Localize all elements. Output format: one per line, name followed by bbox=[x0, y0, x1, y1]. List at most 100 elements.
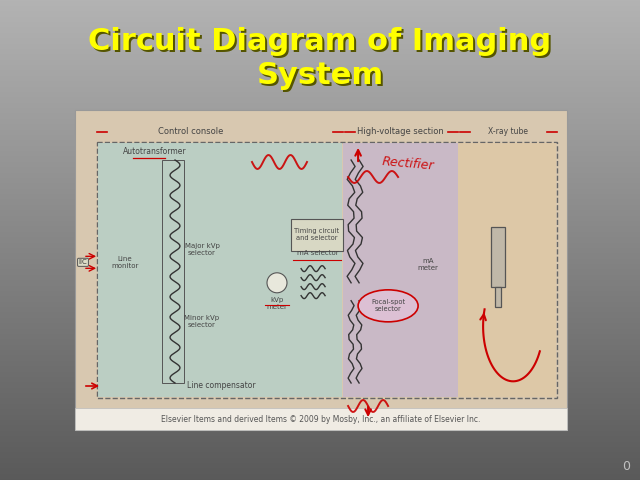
Bar bbox=[0, 89, 640, 90]
Bar bbox=[0, 338, 640, 339]
Bar bbox=[0, 427, 640, 428]
Bar bbox=[0, 93, 640, 94]
Bar bbox=[0, 231, 640, 232]
Bar bbox=[0, 36, 640, 37]
Bar bbox=[0, 348, 640, 349]
Bar bbox=[0, 101, 640, 102]
Bar bbox=[0, 330, 640, 331]
Bar bbox=[0, 447, 640, 448]
Bar bbox=[0, 394, 640, 395]
Bar bbox=[0, 352, 640, 353]
Bar bbox=[0, 237, 640, 238]
Bar bbox=[0, 248, 640, 249]
Bar bbox=[0, 349, 640, 350]
Bar bbox=[0, 95, 640, 96]
Bar bbox=[0, 17, 640, 18]
Bar bbox=[0, 287, 640, 288]
Bar bbox=[0, 410, 640, 411]
Bar bbox=[0, 365, 640, 366]
Bar bbox=[0, 478, 640, 479]
Bar bbox=[0, 98, 640, 99]
Bar bbox=[0, 50, 640, 51]
Bar bbox=[0, 179, 640, 180]
Bar bbox=[0, 67, 640, 68]
Bar bbox=[0, 423, 640, 424]
Bar bbox=[0, 14, 640, 15]
Bar bbox=[0, 70, 640, 71]
Bar bbox=[0, 432, 640, 433]
Bar bbox=[0, 306, 640, 307]
Bar bbox=[0, 401, 640, 402]
Bar bbox=[0, 390, 640, 391]
Bar bbox=[0, 302, 640, 303]
Bar bbox=[0, 238, 640, 239]
Bar bbox=[0, 270, 640, 271]
Bar bbox=[0, 399, 640, 400]
Bar bbox=[0, 48, 640, 49]
Bar bbox=[0, 134, 640, 135]
Bar bbox=[458, 143, 556, 397]
Bar bbox=[0, 265, 640, 266]
Bar bbox=[0, 459, 640, 460]
Bar bbox=[0, 208, 640, 209]
Bar bbox=[0, 322, 640, 323]
Bar bbox=[0, 76, 640, 77]
Bar bbox=[0, 362, 640, 363]
Bar bbox=[0, 75, 640, 76]
Bar bbox=[0, 305, 640, 306]
Bar bbox=[0, 376, 640, 377]
Bar bbox=[0, 13, 640, 14]
Bar bbox=[0, 119, 640, 120]
Bar bbox=[0, 24, 640, 25]
Bar bbox=[0, 373, 640, 374]
Bar bbox=[0, 329, 640, 330]
Bar bbox=[0, 64, 640, 65]
Bar bbox=[0, 477, 640, 478]
Bar bbox=[0, 310, 640, 311]
Bar bbox=[0, 454, 640, 455]
Text: Rectifier: Rectifier bbox=[381, 156, 435, 173]
Bar bbox=[0, 210, 640, 211]
Bar bbox=[0, 372, 640, 373]
Bar bbox=[0, 405, 640, 406]
Bar bbox=[0, 38, 640, 39]
Bar bbox=[0, 60, 640, 61]
Bar bbox=[0, 182, 640, 183]
Bar bbox=[0, 467, 640, 468]
Bar bbox=[0, 402, 640, 403]
Bar bbox=[0, 227, 640, 228]
Bar bbox=[0, 253, 640, 254]
Text: Line
monitor: Line monitor bbox=[111, 256, 139, 269]
Bar bbox=[0, 453, 640, 454]
Bar bbox=[0, 122, 640, 123]
Bar bbox=[495, 287, 500, 307]
Bar bbox=[0, 187, 640, 188]
Bar bbox=[0, 279, 640, 280]
Bar bbox=[0, 368, 640, 369]
Bar bbox=[0, 9, 640, 10]
Bar bbox=[0, 170, 640, 171]
Bar bbox=[0, 205, 640, 206]
Bar bbox=[0, 280, 640, 281]
Bar bbox=[0, 388, 640, 389]
Bar bbox=[0, 27, 640, 28]
Bar bbox=[0, 74, 640, 75]
Bar bbox=[0, 442, 640, 443]
Bar bbox=[0, 256, 640, 257]
Bar bbox=[0, 26, 640, 27]
Bar bbox=[0, 118, 640, 119]
Bar bbox=[0, 80, 640, 81]
Bar bbox=[0, 363, 640, 364]
Bar bbox=[343, 143, 458, 397]
Bar bbox=[0, 236, 640, 237]
Text: X-ray tube: X-ray tube bbox=[488, 128, 527, 136]
Bar bbox=[0, 417, 640, 418]
Bar bbox=[0, 43, 640, 44]
Bar bbox=[0, 131, 640, 132]
Bar bbox=[0, 16, 640, 17]
Bar bbox=[0, 61, 640, 62]
Bar bbox=[0, 357, 640, 358]
Bar bbox=[0, 269, 640, 270]
Bar bbox=[0, 156, 640, 157]
Text: Timing circuit
and selector: Timing circuit and selector bbox=[294, 228, 340, 241]
